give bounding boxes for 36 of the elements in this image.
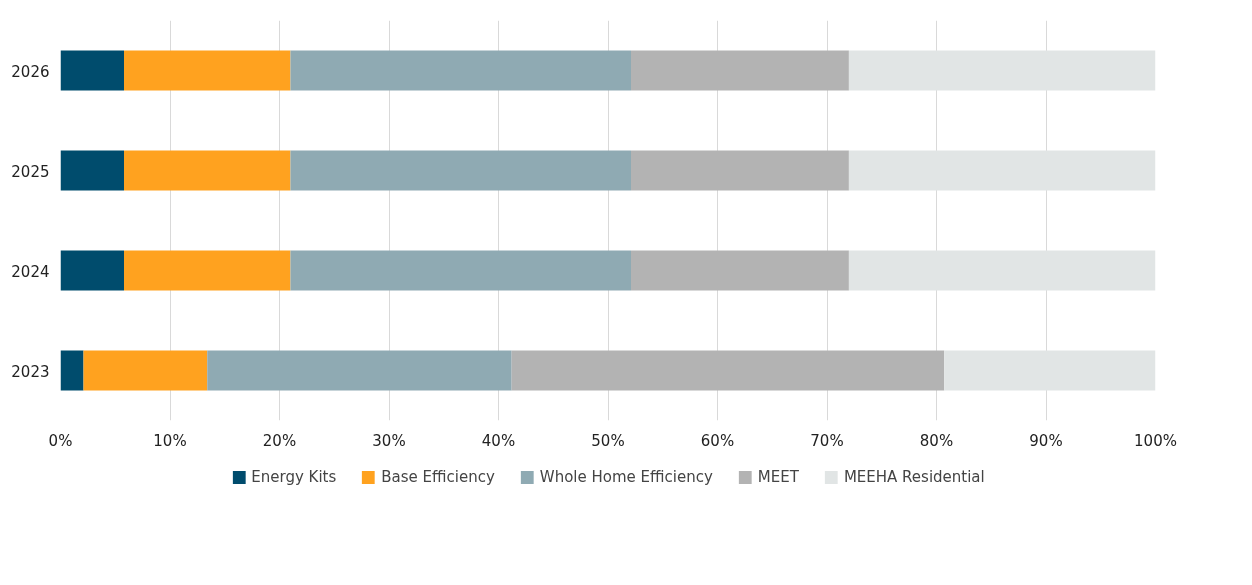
bar xyxy=(124,250,291,291)
y-tick-label: 2025 xyxy=(11,162,50,181)
x-tick-label: 40% xyxy=(481,431,516,450)
x-tick-label: 90% xyxy=(1029,431,1063,450)
bar xyxy=(124,150,291,191)
bar xyxy=(630,50,849,91)
bar xyxy=(207,350,512,391)
x-tick-label: 70% xyxy=(810,431,844,450)
bar xyxy=(60,350,84,391)
y-tick-label: 2023 xyxy=(11,362,50,381)
legend-label: MEEHA Residential xyxy=(843,468,985,486)
x-tick-label: 10% xyxy=(153,431,187,450)
bar xyxy=(60,150,125,191)
x-tick-label: 80% xyxy=(919,431,954,450)
x-tick-label: 20% xyxy=(262,431,297,450)
x-tick-label: 60% xyxy=(700,431,735,450)
bar xyxy=(511,350,945,391)
bar xyxy=(290,50,631,91)
legend-label: Energy Kits xyxy=(251,468,337,486)
y-tick-label: 2026 xyxy=(11,62,50,81)
y-tick-label: 2024 xyxy=(11,262,50,281)
legend-label: Whole Home Efficiency xyxy=(539,468,713,486)
bar xyxy=(630,250,849,291)
x-tick-label: 0% xyxy=(48,431,73,450)
bar xyxy=(630,150,849,191)
bar xyxy=(60,50,125,91)
bar xyxy=(124,50,291,91)
bar xyxy=(290,150,631,191)
x-tick-label: 50% xyxy=(591,431,625,450)
legend-label: MEET xyxy=(757,468,799,486)
legend-label: Base Efficiency xyxy=(381,468,495,486)
bar xyxy=(83,350,208,391)
bar xyxy=(60,250,125,291)
x-tick-label: 30% xyxy=(372,431,406,450)
bar xyxy=(290,250,631,291)
x-tick-label: 100% xyxy=(1134,431,1177,450)
